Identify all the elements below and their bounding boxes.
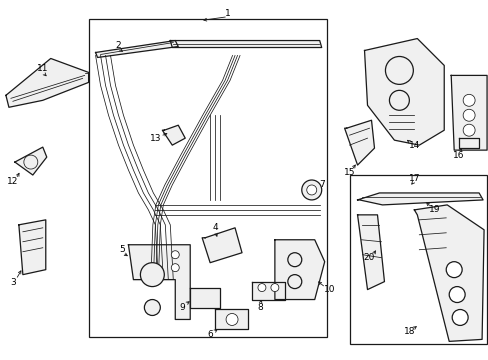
Circle shape — [446, 262, 461, 278]
Text: 9: 9 — [179, 303, 185, 312]
Circle shape — [225, 314, 238, 325]
Circle shape — [171, 251, 179, 259]
Polygon shape — [251, 282, 285, 300]
Circle shape — [451, 310, 467, 325]
Circle shape — [385, 57, 412, 84]
Polygon shape — [95, 41, 178, 58]
Circle shape — [171, 264, 179, 272]
Polygon shape — [413, 205, 483, 341]
Polygon shape — [19, 220, 46, 275]
Text: 6: 6 — [207, 330, 213, 339]
Circle shape — [301, 180, 321, 200]
Text: 17: 17 — [408, 174, 419, 183]
Text: 13: 13 — [149, 134, 161, 143]
Polygon shape — [15, 147, 47, 175]
Circle shape — [306, 185, 316, 195]
Text: 14: 14 — [408, 141, 419, 150]
Polygon shape — [364, 39, 443, 145]
Circle shape — [388, 90, 408, 110]
Circle shape — [258, 284, 265, 292]
Text: 8: 8 — [257, 303, 262, 312]
Text: 11: 11 — [37, 64, 48, 73]
Circle shape — [448, 287, 464, 302]
Polygon shape — [170, 41, 321, 48]
Polygon shape — [458, 138, 478, 148]
Text: 5: 5 — [120, 245, 125, 254]
Text: 7: 7 — [318, 180, 324, 189]
Circle shape — [144, 300, 160, 315]
Text: 12: 12 — [7, 177, 19, 186]
Text: 20: 20 — [363, 253, 374, 262]
Polygon shape — [357, 215, 384, 289]
Text: 18: 18 — [403, 327, 414, 336]
Text: 15: 15 — [343, 167, 355, 176]
Circle shape — [462, 124, 474, 136]
Polygon shape — [357, 193, 482, 205]
Polygon shape — [450, 75, 486, 150]
Text: 4: 4 — [212, 223, 218, 232]
Circle shape — [287, 253, 301, 267]
Polygon shape — [162, 125, 185, 145]
Polygon shape — [344, 120, 374, 165]
Bar — [88, 19, 326, 337]
Text: 10: 10 — [323, 285, 335, 294]
Polygon shape — [190, 288, 220, 307]
Circle shape — [462, 109, 474, 121]
Circle shape — [140, 263, 164, 287]
Polygon shape — [274, 240, 324, 300]
Polygon shape — [6, 58, 88, 107]
Text: 19: 19 — [427, 206, 439, 215]
Bar — [349, 175, 486, 345]
Circle shape — [462, 94, 474, 106]
Polygon shape — [128, 245, 190, 319]
Circle shape — [270, 284, 278, 292]
Circle shape — [287, 275, 301, 289]
Polygon shape — [202, 228, 242, 263]
Text: 2: 2 — [116, 41, 121, 50]
Polygon shape — [215, 310, 247, 329]
Text: 1: 1 — [225, 9, 230, 18]
Circle shape — [24, 155, 38, 169]
Text: 16: 16 — [452, 150, 464, 159]
Text: 3: 3 — [10, 278, 16, 287]
